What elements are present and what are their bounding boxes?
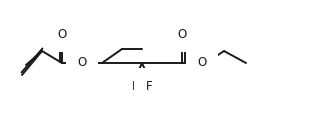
Text: O: O (77, 56, 87, 70)
Text: F: F (146, 79, 152, 93)
Text: O: O (197, 56, 207, 70)
Text: F: F (132, 79, 138, 93)
Text: O: O (177, 28, 187, 40)
Text: O: O (57, 28, 67, 40)
